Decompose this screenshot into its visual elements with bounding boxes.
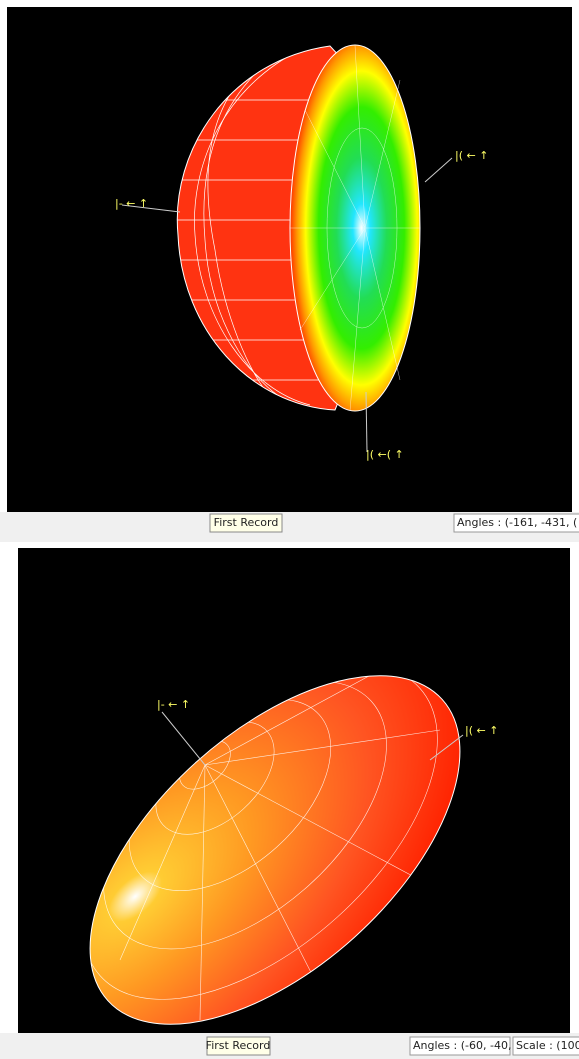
status-text: Angles : (-60, -40, 0) <box>413 1039 526 1052</box>
button-label[interactable]: First Record <box>206 1039 271 1052</box>
status-text: Angles : (-161, -431, ( <box>457 516 577 529</box>
axis-label: |( ←( ↑ <box>366 448 404 461</box>
status-text: Scale : (100 <box>516 1039 579 1052</box>
axis-label: |( ← ↑ <box>455 149 488 162</box>
button-label[interactable]: First Record <box>214 516 279 529</box>
page: |( ← ↑ |- ← ↑ |( ←( ↑ First Record Angle… <box>0 0 579 1059</box>
screen: |( ← ↑ |- ← ↑ |( ←( ↑ First Record Angle… <box>0 0 579 1059</box>
axis-label: |- ← ↑ <box>157 698 190 711</box>
axis-label: |- ← ↑ <box>115 197 148 210</box>
axis-label: |( ← ↑ <box>465 724 498 737</box>
